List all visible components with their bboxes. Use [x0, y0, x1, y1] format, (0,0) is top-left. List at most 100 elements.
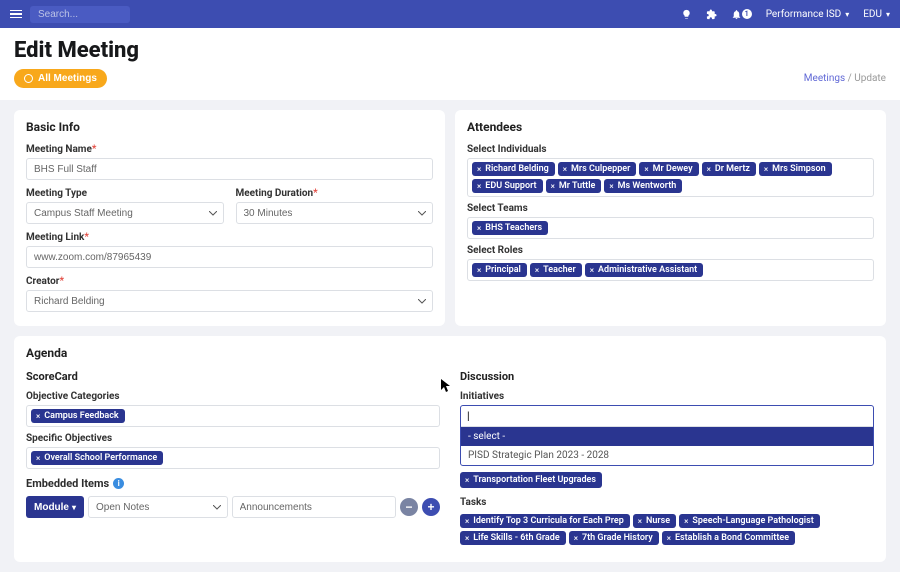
remove-tag-icon[interactable]: × [465, 517, 469, 526]
tag-label: Mrs Culpepper [571, 164, 630, 174]
tag[interactable]: × Mrs Culpepper [558, 162, 637, 176]
remove-tag-icon[interactable]: × [684, 517, 688, 526]
remove-tag-icon[interactable]: × [551, 182, 555, 191]
remove-tag-icon[interactable]: × [535, 266, 539, 275]
remove-tag-icon[interactable]: × [477, 224, 481, 233]
scorecard-title: ScoreCard [26, 370, 440, 383]
remove-tag-icon[interactable]: × [36, 412, 40, 421]
teams-tagbox[interactable]: × BHS Teachers [467, 217, 874, 239]
tag-label: Mrs Simpson [772, 164, 825, 174]
remove-tag-icon[interactable]: × [465, 476, 469, 485]
creator-select[interactable]: Richard Belding [26, 290, 433, 312]
tag-label: BHS Teachers [485, 223, 542, 233]
roles-label: Select Roles [467, 245, 874, 256]
agenda-card: Agenda ScoreCard Objective Categories ×C… [14, 336, 886, 562]
remove-tag-icon[interactable]: × [465, 534, 469, 543]
embedded-input[interactable] [232, 496, 396, 518]
tag[interactable]: ×EDU Support [472, 179, 543, 193]
tag-label: Overall School Performance [44, 453, 157, 463]
tag[interactable]: × Campus Feedback [31, 409, 125, 423]
tag[interactable]: × Mrs Simpson [759, 162, 832, 176]
specific-objectives-tagbox[interactable]: × Overall School Performance [26, 447, 440, 469]
meeting-duration-select[interactable]: 30 Minutes [236, 202, 434, 224]
initiatives-tags: × Transportation Fleet Upgrades [460, 469, 874, 491]
roles-tagbox[interactable]: ×Principal×Teacher×Administrative Assist… [467, 259, 874, 281]
remove-tag-icon[interactable]: × [563, 165, 567, 174]
tag-label: Teacher [543, 265, 576, 275]
individuals-label: Select Individuals [467, 144, 874, 155]
individuals-tagbox[interactable]: ×Richard Belding×Mrs Culpepper×Mr Dewey×… [467, 158, 874, 197]
tag[interactable]: × Establish a Bond Committee [662, 531, 795, 545]
meeting-duration-label: Meeting Duration* [236, 188, 434, 199]
meeting-type-select[interactable]: Campus Staff Meeting [26, 202, 224, 224]
chevron-down-icon: ▾ [886, 10, 890, 19]
add-row-button[interactable]: + [422, 498, 440, 516]
tag-label: Life Skills - 6th Grade [473, 533, 559, 543]
meeting-name-input[interactable] [26, 158, 433, 180]
discussion-title: Discussion [460, 370, 874, 383]
tag-label: Richard Belding [485, 164, 549, 174]
dropdown-option-select[interactable]: - select - [461, 427, 873, 446]
org-selector[interactable]: Performance ISD ▾ [766, 9, 850, 20]
search-input[interactable] [30, 6, 130, 23]
tag-label: Ms Wentworth [618, 181, 677, 191]
breadcrumb-meetings[interactable]: Meetings [804, 73, 845, 84]
tag-label: Identify Top 3 Curricula for Each Prep [473, 516, 624, 526]
tag[interactable]: ×Speech-Language Pathologist [679, 514, 820, 528]
chevron-down-icon: ▾ [845, 10, 849, 19]
initiatives-dropdown[interactable]: - select - PISD Strategic Plan 2023 - 20… [460, 405, 874, 466]
remove-tag-icon[interactable]: × [764, 165, 768, 174]
objective-categories-tagbox[interactable]: × Campus Feedback [26, 405, 440, 427]
scorecard-section: ScoreCard Objective Categories ×Campus F… [26, 370, 440, 548]
tag-label: Transportation Fleet Upgrades [473, 475, 596, 485]
remove-tag-icon[interactable]: × [36, 454, 40, 463]
tag[interactable]: × BHS Teachers [472, 221, 548, 235]
meeting-link-input[interactable] [26, 246, 433, 268]
tag[interactable]: × Overall School Performance [31, 451, 163, 465]
remove-tag-icon[interactable]: × [574, 534, 578, 543]
embedded-select[interactable]: Open Notes [88, 496, 228, 518]
tag[interactable]: ×Principal [472, 263, 527, 277]
tag[interactable]: ×Dr Mertz [702, 162, 756, 176]
module-button[interactable]: Module▾ [26, 496, 84, 518]
discussion-section: Discussion Initiatives - select - PISD S… [460, 370, 874, 548]
tag[interactable]: ×Nurse [633, 514, 676, 528]
dropdown-option-plan[interactable]: PISD Strategic Plan 2023 - 2028 [461, 446, 873, 465]
remove-tag-icon[interactable]: × [477, 165, 481, 174]
remove-tag-icon[interactable]: × [638, 517, 642, 526]
all-meetings-label: All Meetings [38, 73, 97, 84]
edu-menu[interactable]: EDU ▾ [863, 9, 890, 20]
all-meetings-button[interactable]: All Meetings [14, 69, 107, 88]
remove-row-button[interactable]: − [400, 498, 418, 516]
remove-tag-icon[interactable]: × [609, 182, 613, 191]
org-label: Performance ISD [766, 9, 842, 20]
tag[interactable]: × Life Skills - 6th Grade [460, 531, 566, 545]
tag[interactable]: × Teacher [530, 263, 582, 277]
tag[interactable]: × Richard Belding [472, 162, 555, 176]
tasks-label: Tasks [460, 497, 874, 508]
initiatives-search-input[interactable] [461, 406, 873, 426]
remove-tag-icon[interactable]: × [644, 165, 648, 174]
tag[interactable]: × Transportation Fleet Upgrades [460, 472, 602, 488]
teams-label: Select Teams [467, 203, 874, 214]
puzzle-icon[interactable] [706, 9, 717, 20]
bell-icon[interactable]: 1 [731, 9, 752, 20]
tag[interactable]: ×Administrative Assistant [585, 263, 703, 277]
tag[interactable]: × Ms Wentworth [604, 179, 682, 193]
tag[interactable]: ×7th Grade History [569, 531, 659, 545]
tag[interactable]: × Mr Tuttle [546, 179, 602, 193]
info-icon[interactable]: i [113, 478, 124, 489]
tag-label: Establish a Bond Committee [675, 533, 789, 543]
remove-tag-icon[interactable]: × [590, 266, 594, 275]
tag[interactable]: ×Mr Dewey [639, 162, 698, 176]
tag-label: Mr Tuttle [559, 181, 596, 191]
remove-tag-icon[interactable]: × [477, 266, 481, 275]
tag[interactable]: × Identify Top 3 Curricula for Each Prep [460, 514, 630, 528]
remove-tag-icon[interactable]: × [707, 165, 711, 174]
menu-icon[interactable] [10, 10, 22, 19]
remove-tag-icon[interactable]: × [477, 182, 481, 191]
bulb-icon[interactable] [681, 9, 692, 20]
tag-label: Campus Feedback [44, 411, 118, 421]
initiatives-label: Initiatives [460, 391, 874, 402]
remove-tag-icon[interactable]: × [667, 534, 671, 543]
